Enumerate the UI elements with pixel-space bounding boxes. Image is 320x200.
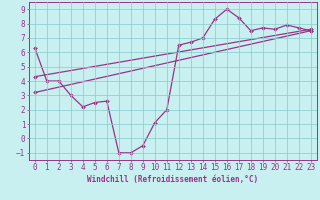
X-axis label: Windchill (Refroidissement éolien,°C): Windchill (Refroidissement éolien,°C) bbox=[87, 175, 258, 184]
